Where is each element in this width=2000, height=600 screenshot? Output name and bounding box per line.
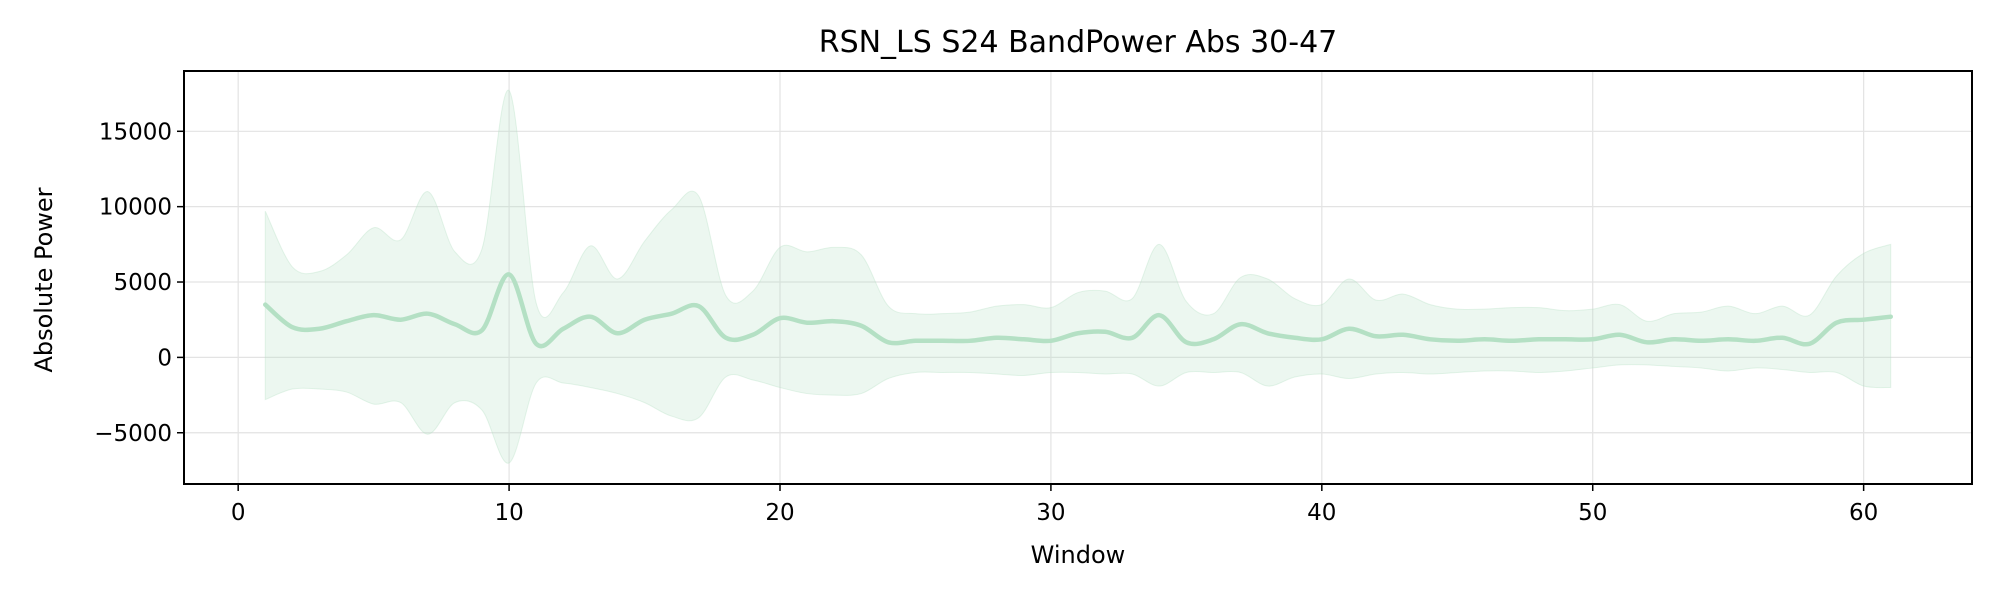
grid xyxy=(184,71,1972,484)
chart-title: RSN_LS S24 BandPower Abs 30-47 xyxy=(819,25,1338,60)
x-tick-label: 60 xyxy=(1849,500,1878,526)
y-tick-label: 15000 xyxy=(99,119,172,145)
y-tick-label: 0 xyxy=(157,345,172,371)
x-tick-label: 40 xyxy=(1307,500,1336,526)
y-tick-label: −5000 xyxy=(94,421,172,447)
y-tick-label: 5000 xyxy=(113,270,172,296)
std-band xyxy=(264,90,1892,464)
x-tick-label: 50 xyxy=(1578,500,1607,526)
y-tick-label: 10000 xyxy=(99,195,172,221)
x-tick-label: 10 xyxy=(494,500,523,526)
x-axis-label: Window xyxy=(1031,541,1126,569)
ticks: 0 10 20 30 40 50 60 −5000 0 5000 10000 15000 xyxy=(94,119,1878,526)
x-tick-label: 30 xyxy=(1036,500,1065,526)
mean-line xyxy=(263,272,1893,349)
plot-area xyxy=(263,90,1893,464)
x-tick-label: 0 xyxy=(231,500,246,526)
x-tick-label: 20 xyxy=(765,500,794,526)
axes-frame xyxy=(183,70,1973,485)
y-axis-label: Absolute Power xyxy=(30,187,58,372)
